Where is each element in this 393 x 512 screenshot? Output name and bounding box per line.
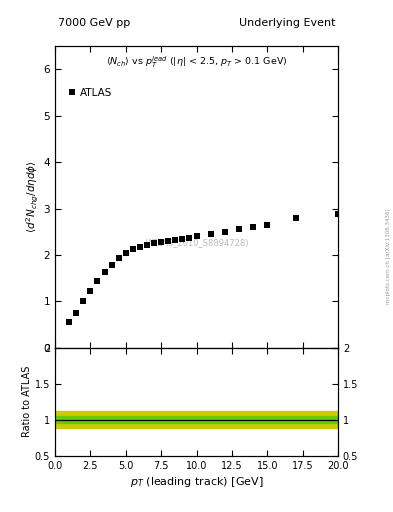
ATLAS	[173, 237, 178, 243]
ATLAS	[88, 288, 93, 294]
ATLAS	[166, 238, 171, 244]
Legend: ATLAS: ATLAS	[69, 88, 112, 97]
Y-axis label: $\langle d^2 N_{chg}/d\eta d\phi \rangle$: $\langle d^2 N_{chg}/d\eta d\phi \rangle…	[24, 161, 41, 233]
ATLAS	[130, 246, 135, 252]
ATLAS	[251, 224, 255, 230]
Text: 7000 GeV pp: 7000 GeV pp	[58, 18, 130, 28]
ATLAS	[336, 211, 340, 217]
Line: ATLAS: ATLAS	[66, 211, 341, 325]
ATLAS	[187, 235, 192, 241]
ATLAS	[237, 226, 241, 232]
Y-axis label: Ratio to ATLAS: Ratio to ATLAS	[22, 366, 32, 437]
ATLAS	[123, 250, 128, 256]
ATLAS	[265, 222, 270, 228]
ATLAS	[102, 269, 107, 275]
X-axis label: $p_T$ (leading track) [GeV]: $p_T$ (leading track) [GeV]	[130, 475, 263, 489]
Text: (ATLAS_2010_S8894728): (ATLAS_2010_S8894728)	[144, 238, 249, 247]
Text: $\langle N_{ch} \rangle$ vs $p_T^{lead}$ (|$\eta$| < 2.5, $p_T$ > 0.1 GeV): $\langle N_{ch} \rangle$ vs $p_T^{lead}$…	[106, 55, 287, 70]
ATLAS	[95, 278, 100, 284]
ATLAS	[194, 233, 199, 240]
ATLAS	[293, 215, 298, 221]
ATLAS	[145, 242, 149, 248]
ATLAS	[180, 236, 185, 242]
ATLAS	[208, 231, 213, 237]
ATLAS	[109, 262, 114, 268]
ATLAS	[152, 240, 156, 246]
ATLAS	[159, 240, 163, 246]
ATLAS	[222, 229, 227, 235]
Text: Underlying Event: Underlying Event	[239, 18, 335, 28]
ATLAS	[67, 319, 72, 326]
Text: mcplots.cern.ch [arXiv:1306.3436]: mcplots.cern.ch [arXiv:1306.3436]	[386, 208, 391, 304]
ATLAS	[116, 255, 121, 261]
ATLAS	[81, 298, 86, 305]
ATLAS	[138, 244, 142, 250]
ATLAS	[74, 310, 79, 316]
